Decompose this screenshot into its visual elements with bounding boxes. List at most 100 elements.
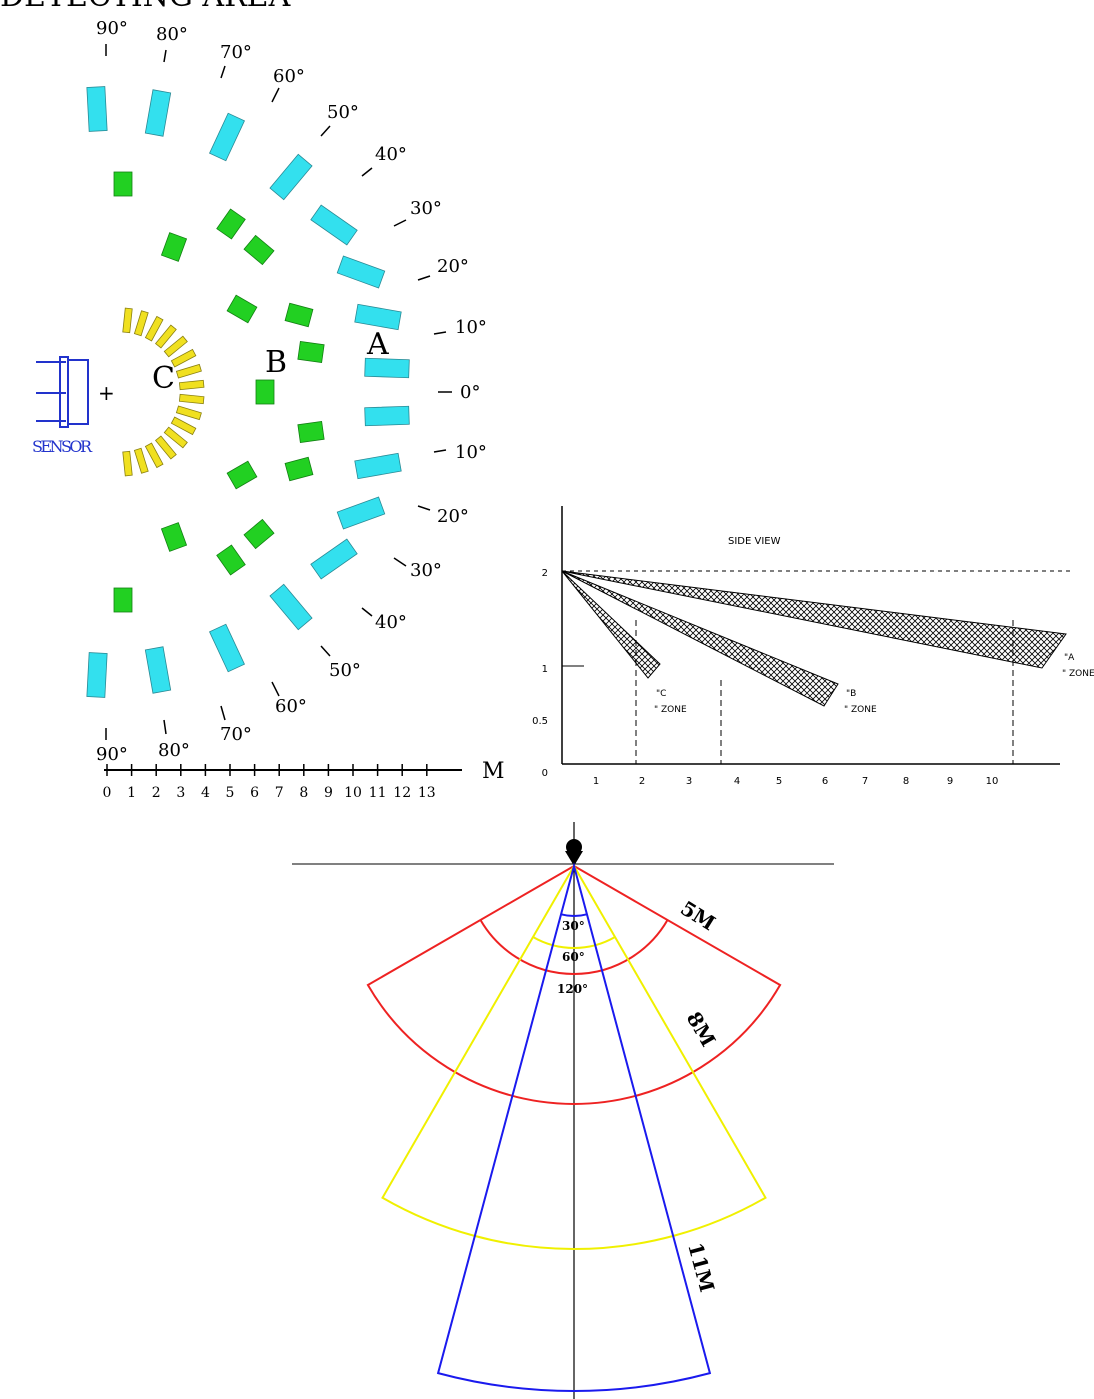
zone-c-segment — [178, 393, 205, 405]
sensor-label: SENSOR — [32, 437, 93, 456]
side-zone-label-zone: " ZONE — [654, 705, 687, 715]
side-x-tick: 6 — [822, 776, 828, 787]
angle-tick — [393, 557, 407, 567]
angle-tick — [361, 167, 373, 177]
zone-b-segment — [297, 340, 325, 364]
side-x-tick: 1 — [593, 776, 599, 787]
zone-a-segment — [269, 153, 313, 201]
zone-a-segment — [336, 496, 386, 530]
axis-tick-label: 10 — [344, 785, 362, 801]
cone-120-sector-inner-arc — [479, 919, 669, 975]
zone-a-segment — [364, 357, 410, 379]
side-zone-labels: "C " ZONE "B " ZONE "A " ZONE — [654, 653, 1094, 715]
axis-tick-label: 5 — [226, 785, 235, 801]
angle-labels: 90° 80° 70° 60° 50° 40° 30° 20° 10° 0° 10° 20° 30° 40… — [96, 18, 487, 765]
zone-c-segment — [154, 435, 177, 460]
cone-30-sector-inner-arc — [560, 913, 588, 917]
side-y-tick: 0 — [542, 768, 548, 779]
axis-tick-label: 1 — [127, 785, 136, 801]
zone-b-segment — [284, 302, 314, 328]
angle-label: 20° — [437, 256, 469, 277]
zone-a-segment — [310, 204, 358, 246]
zone-b-segment — [284, 456, 314, 482]
side-beam-a — [561, 570, 1067, 669]
side-zone-label: "B — [846, 689, 856, 699]
cone-angle-label: 60° — [562, 950, 585, 964]
zone-c-segment — [144, 442, 164, 469]
zone-a-segment — [144, 646, 172, 694]
zone-a-segment — [209, 112, 245, 162]
top-view-pattern: 90° 80°70°60°50°40°30°20°10°0°10°20°30°40… — [32, 18, 505, 801]
angle-label: 90° — [96, 744, 128, 765]
side-x-tick: 9 — [947, 776, 953, 787]
sensor-icon — [36, 356, 89, 428]
angle-tick — [163, 49, 167, 63]
zone-a-segment — [269, 583, 313, 631]
axis-tick-label: 0 — [103, 785, 112, 801]
zone-b-segment — [216, 208, 246, 240]
angle-label: 30° — [410, 560, 442, 581]
side-beam-c — [561, 570, 661, 679]
zone-c-segment — [133, 447, 149, 474]
side-view-chart: SIDE VIEW 210.50 1 2 3 4 5 6 7 8 9 10 "C" ZONE"B"… — [532, 506, 1094, 787]
angle-tick — [433, 449, 447, 453]
angle-tick — [361, 607, 373, 617]
zone-b-segment — [255, 379, 275, 405]
zone-b-segment — [243, 518, 275, 550]
side-zone-label: "A — [1064, 653, 1075, 663]
axis-tick-label: 12 — [393, 785, 411, 801]
zone-a-segment — [354, 303, 402, 331]
zone-a-segment — [144, 89, 172, 137]
zone-a-segment — [336, 255, 386, 289]
zone-c-segment — [144, 315, 164, 342]
axis-tick-label: 8 — [299, 785, 308, 801]
cone-shapes — [366, 862, 782, 1392]
zone-c-segment — [122, 450, 133, 477]
mount-arrow-icon — [565, 839, 583, 866]
zone-a-segment — [209, 623, 245, 673]
cone-angle-label: 120° — [557, 982, 588, 996]
sensor-mark: + — [98, 381, 115, 405]
side-y-tick: 2 — [542, 568, 548, 579]
axis-tick-label: 3 — [176, 785, 185, 801]
angle-tick — [271, 87, 280, 103]
side-zone-label: "C — [656, 689, 666, 699]
axis-tick-label: 11 — [369, 785, 387, 801]
angle-label: 80° — [158, 740, 190, 761]
angle-tick — [433, 331, 447, 335]
angle-label: 80° — [156, 24, 188, 45]
angle-label: 40° — [375, 612, 407, 633]
axis-tick-label: 7 — [275, 785, 284, 801]
side-x-tick: 8 — [903, 776, 909, 787]
cone-angle-label: 30° — [562, 919, 585, 933]
angle-label: 20° — [437, 506, 469, 527]
cone-30-sector — [436, 862, 712, 1392]
cone-60-sector — [381, 863, 767, 1250]
zone-b-segment — [226, 294, 258, 324]
clipped-header: DETECTING AREA — [0, 0, 291, 14]
angle-tick — [417, 275, 431, 281]
angle-label: 10° — [455, 317, 487, 338]
zone-c-segment — [175, 405, 202, 421]
side-y-ticks: 210.50 — [532, 568, 548, 779]
zone-c-segment — [133, 310, 149, 337]
zone-a-segments — [86, 86, 410, 698]
zone-b-segment — [297, 420, 325, 444]
angle-label: 50° — [329, 660, 361, 681]
side-view-title: SIDE VIEW — [728, 536, 781, 547]
axis-tick-label: 4 — [201, 785, 210, 801]
angle-label: 70° — [220, 42, 252, 63]
zone-b-segment — [160, 522, 188, 552]
angle-tick — [220, 705, 226, 721]
angle-label: 70° — [220, 724, 252, 745]
zone-c-segment — [154, 324, 177, 349]
side-x-tick: 3 — [686, 776, 692, 787]
side-x-tick: 7 — [862, 776, 868, 787]
range-label-8m: 8M — [682, 1008, 721, 1051]
zone-c-segment — [175, 363, 202, 379]
zone-b-segment — [160, 232, 188, 262]
zone-c-label: C — [152, 361, 175, 396]
zone-a-segment — [364, 405, 410, 427]
zone-a-segment — [354, 452, 402, 480]
